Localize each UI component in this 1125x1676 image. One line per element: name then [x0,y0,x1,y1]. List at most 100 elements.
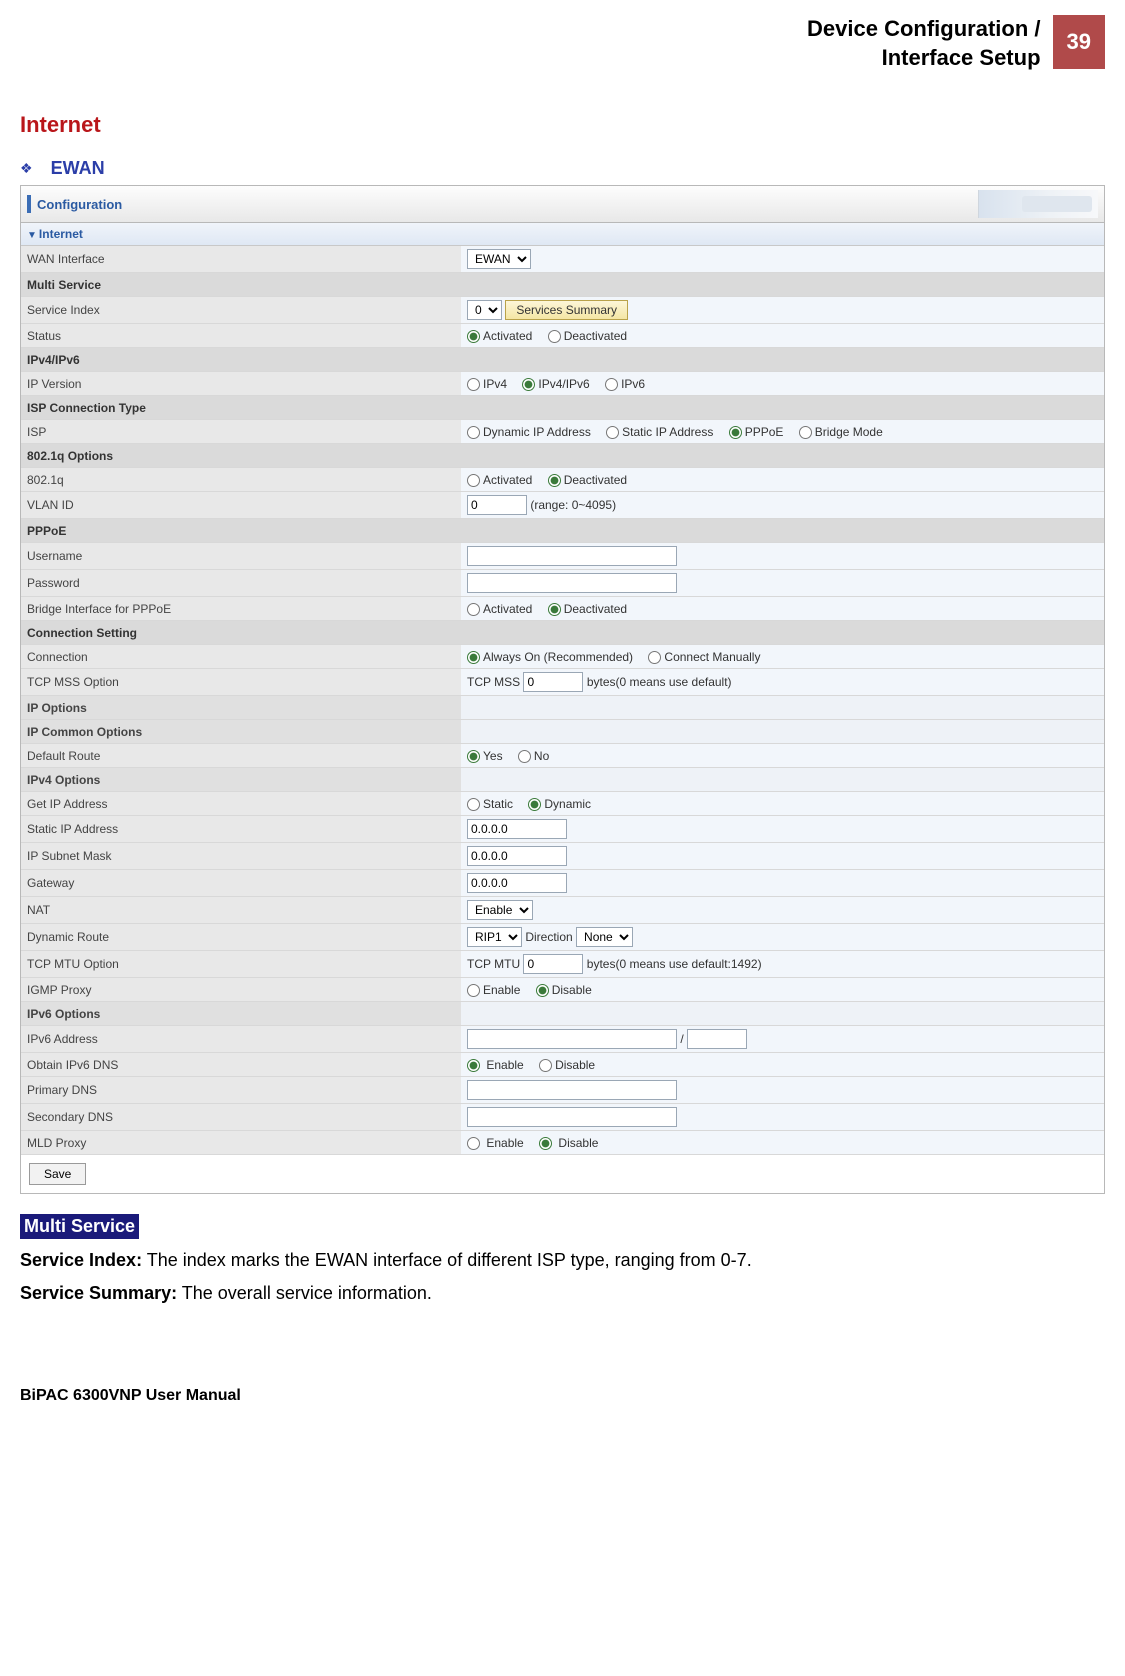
service-index-select[interactable]: 0 [467,300,502,320]
get-ip-label: Get IP Address [21,792,461,816]
wan-interface-value: EWAN [461,246,1104,273]
get-ip-static-radio[interactable] [467,798,480,811]
get-ip-dynamic-radio[interactable] [528,798,541,811]
direction-label: Direction [525,930,572,944]
mld-disable-radio[interactable] [539,1137,552,1150]
mld-label: MLD Proxy [21,1131,461,1155]
gateway-input[interactable] [467,873,567,893]
conn-manual-radio[interactable] [648,651,661,664]
mld-enable-label: Enable [486,1136,523,1150]
isp-bridge-radio[interactable] [799,426,812,439]
status-activated-label: Activated [483,329,532,343]
username-input[interactable] [467,546,677,566]
ipv6-prefix-input[interactable] [687,1029,747,1049]
obtain-dns-disable-label: Disable [555,1058,595,1072]
dyn-route-select[interactable]: RIP1 [467,927,522,947]
header-line2: Interface Setup [807,44,1040,73]
get-ip-static-label: Static [483,797,513,811]
services-summary-button[interactable]: Services Summary [505,300,628,320]
bridge-activated-label: Activated [483,602,532,616]
subsection-title: EWAN [51,158,105,179]
page-number: 39 [1053,15,1105,69]
dot1q-deactivated-radio[interactable] [548,474,561,487]
ipv6-slash: / [680,1032,683,1046]
connection-value: Always On (Recommended) Connect Manually [461,645,1104,669]
status-value: Activated Deactivated [461,324,1104,348]
ip-version-value: IPv4 IPv4/IPv6 IPv6 [461,372,1104,396]
nat-select[interactable]: Enable [467,900,533,920]
default-route-no-radio[interactable] [518,750,531,763]
dot1q-activated-radio[interactable] [467,474,480,487]
obtain-dns-enable-radio[interactable] [467,1059,480,1072]
isp-static-radio[interactable] [606,426,619,439]
conn-always-radio[interactable] [467,651,480,664]
tcp-mss-label: TCP MSS Option [21,669,461,696]
desc-line1: Service Index: The index marks the EWAN … [20,1247,1105,1274]
tcp-mtu-input[interactable] [523,954,583,974]
description-block: Multi Service Service Index: The index m… [20,1214,1105,1307]
status-activated-radio[interactable] [467,330,480,343]
subnet-value [461,843,1104,870]
isp-dynamic-radio[interactable] [467,426,480,439]
vlan-id-input[interactable] [467,495,527,515]
secondary-dns-value [461,1104,1104,1131]
isp-label: ISP [21,420,461,444]
bridge-activated-radio[interactable] [467,603,480,616]
ipv4-label: IPv4 [483,377,507,391]
ipv4-radio[interactable] [467,378,480,391]
igmp-disable-radio[interactable] [536,984,549,997]
dot1q-activated-label: Activated [483,473,532,487]
ipv4-options-header: IPv4 Options [21,768,461,792]
tcp-mss-input[interactable] [523,672,583,692]
username-label: Username [21,543,461,570]
subnet-input[interactable] [467,846,567,866]
dyn-route-value: RIP1 Direction None [461,924,1104,951]
tcp-mtu-value: TCP MTU bytes(0 means use default:1492) [461,951,1104,978]
bridge-iface-value: Activated Deactivated [461,597,1104,621]
primary-dns-input[interactable] [467,1080,677,1100]
tcp-mss-hint: bytes(0 means use default) [587,675,732,689]
bridge-deactivated-radio[interactable] [548,603,561,616]
bridge-iface-label: Bridge Interface for PPPoE [21,597,461,621]
direction-select[interactable]: None [576,927,633,947]
wan-interface-label: WAN Interface [21,246,461,273]
isp-pppoe-radio[interactable] [729,426,742,439]
tcp-mtu-prefix: TCP MTU [467,957,520,971]
ipv6-options-header: IPv6 Options [21,1002,461,1026]
subsection-row: ❖ EWAN [20,158,1105,179]
save-button[interactable]: Save [29,1163,86,1185]
igmp-enable-radio[interactable] [467,984,480,997]
igmp-enable-label: Enable [483,983,520,997]
ipv6-radio[interactable] [605,378,618,391]
obtain-dns-enable-label: Enable [486,1058,523,1072]
ipv6-label: IPv6 [621,377,645,391]
wan-interface-select[interactable]: EWAN [467,249,531,269]
ipv6-addr-input[interactable] [467,1029,677,1049]
mld-enable-radio[interactable] [467,1137,480,1150]
secondary-dns-input[interactable] [467,1107,677,1127]
yes-label: Yes [483,749,503,763]
internet-section-bar[interactable]: ▼Internet [21,223,1104,246]
diamond-icon: ❖ [20,160,33,177]
page-header: Device Configuration / Interface Setup 3… [20,0,1105,112]
ipv6-addr-value: / [461,1026,1104,1053]
config-header: Configuration [21,186,1104,223]
obtain-dns-disable-radio[interactable] [539,1059,552,1072]
ipv4ipv6-radio[interactable] [522,378,535,391]
password-input[interactable] [467,573,677,593]
mld-value: Enable Disable [461,1131,1104,1155]
vlan-id-value: (range: 0~4095) [461,492,1104,519]
nat-value: Enable [461,897,1104,924]
header-title: Device Configuration / Interface Setup [807,15,1040,72]
status-deactivated-label: Deactivated [564,329,627,343]
desc-line2-rest: The overall service information. [177,1283,432,1303]
conn-setting-header: Connection Setting [21,621,1104,645]
isp-static-label: Static IP Address [622,425,713,439]
status-deactivated-radio[interactable] [548,330,561,343]
static-ip-input[interactable] [467,819,567,839]
static-ip-label: Static IP Address [21,816,461,843]
config-title: Configuration [37,197,122,212]
pppoe-header: PPPoE [21,519,1104,543]
connection-label: Connection [21,645,461,669]
default-route-yes-radio[interactable] [467,750,480,763]
